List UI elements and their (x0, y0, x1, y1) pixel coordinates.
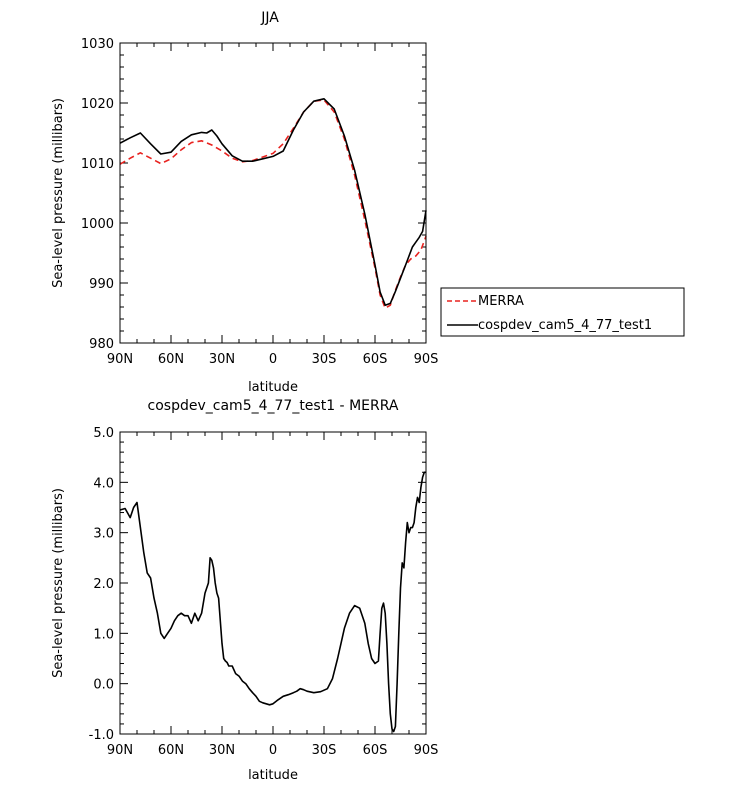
bottom-y-tick-label: -1.0 (89, 728, 114, 743)
bottom-y-tick-label: 3.0 (93, 527, 114, 542)
bottom-x-tick-label: 90S (414, 743, 439, 758)
top-panel-frame (119, 42, 427, 344)
top-y-tick-label: 1010 (81, 157, 114, 172)
legend-entry-model: cospdev_cam5_4_77_test1 (478, 318, 652, 333)
bottom-panel-frame (119, 431, 427, 735)
top-panel: JJA 90N 60N 30N 0 30S 60S 90S 980 990 1000 1010 102… (51, 10, 685, 395)
top-y-tick-label: 1020 (81, 97, 114, 112)
top-panel-series (119, 98, 427, 309)
top-y-tick-label: 990 (89, 277, 114, 292)
bottom-panel-tick-labels: 90N 60N 30N 0 30S 60S 90S -1.0 0.0 1.0 2.0 3.0 4.0 5.… (89, 426, 439, 758)
bottom-panel-series (119, 471, 426, 733)
bottom-panel-y-axis-label: Sea-level pressure (millibars) (51, 488, 66, 678)
top-y-tick-label: 1000 (81, 217, 114, 232)
bottom-x-tick-label: 60S (363, 743, 388, 758)
legend-entry-merra: MERRA (478, 294, 524, 309)
bottom-y-tick-label: 0.0 (93, 678, 114, 693)
bottom-panel-ticks (119, 431, 427, 735)
top-x-tick-label: 90N (107, 352, 133, 367)
top-y-tick-label: 980 (89, 337, 114, 352)
top-x-tick-label: 60S (363, 352, 388, 367)
bottom-x-tick-label: 60N (158, 743, 184, 758)
top-y-tick-label: 1030 (81, 37, 114, 52)
top-x-tick-label: 60N (158, 352, 184, 367)
top-series-line-1 (119, 98, 427, 306)
legend-box (440, 287, 685, 337)
bottom-panel-title: cospdev_cam5_4_77_test1 - MERRA (148, 398, 399, 414)
top-x-tick-label: 0 (269, 352, 277, 367)
bottom-y-tick-label: 2.0 (93, 577, 114, 592)
bottom-x-tick-label: 90N (107, 743, 133, 758)
bottom-series-line-0 (119, 471, 426, 733)
top-x-tick-label: 30N (209, 352, 235, 367)
top-series-line-0 (119, 99, 427, 309)
top-x-tick-label: 90S (414, 352, 439, 367)
legend: MERRA cospdev_cam5_4_77_test1 (440, 287, 685, 337)
top-panel-x-axis-label: latitude (248, 380, 298, 395)
top-x-tick-label: 30S (312, 352, 337, 367)
bottom-y-tick-label: 5.0 (93, 426, 114, 441)
top-panel-ticks (119, 42, 427, 344)
bottom-panel-x-axis-label: latitude (248, 768, 298, 783)
bottom-x-tick-label: 0 (269, 743, 277, 758)
bottom-y-tick-label: 1.0 (93, 627, 114, 642)
bottom-x-tick-label: 30N (209, 743, 235, 758)
bottom-x-tick-label: 30S (312, 743, 337, 758)
top-panel-tick-labels: 90N 60N 30N 0 30S 60S 90S 980 990 1000 1010 1020 103… (81, 37, 438, 367)
top-panel-title: JJA (260, 10, 279, 26)
bottom-panel: cospdev_cam5_4_77_test1 - MERRA 90N 60N 30… (51, 398, 438, 783)
bottom-y-tick-label: 4.0 (93, 476, 114, 491)
top-panel-y-axis-label: Sea-level pressure (millibars) (51, 98, 66, 288)
